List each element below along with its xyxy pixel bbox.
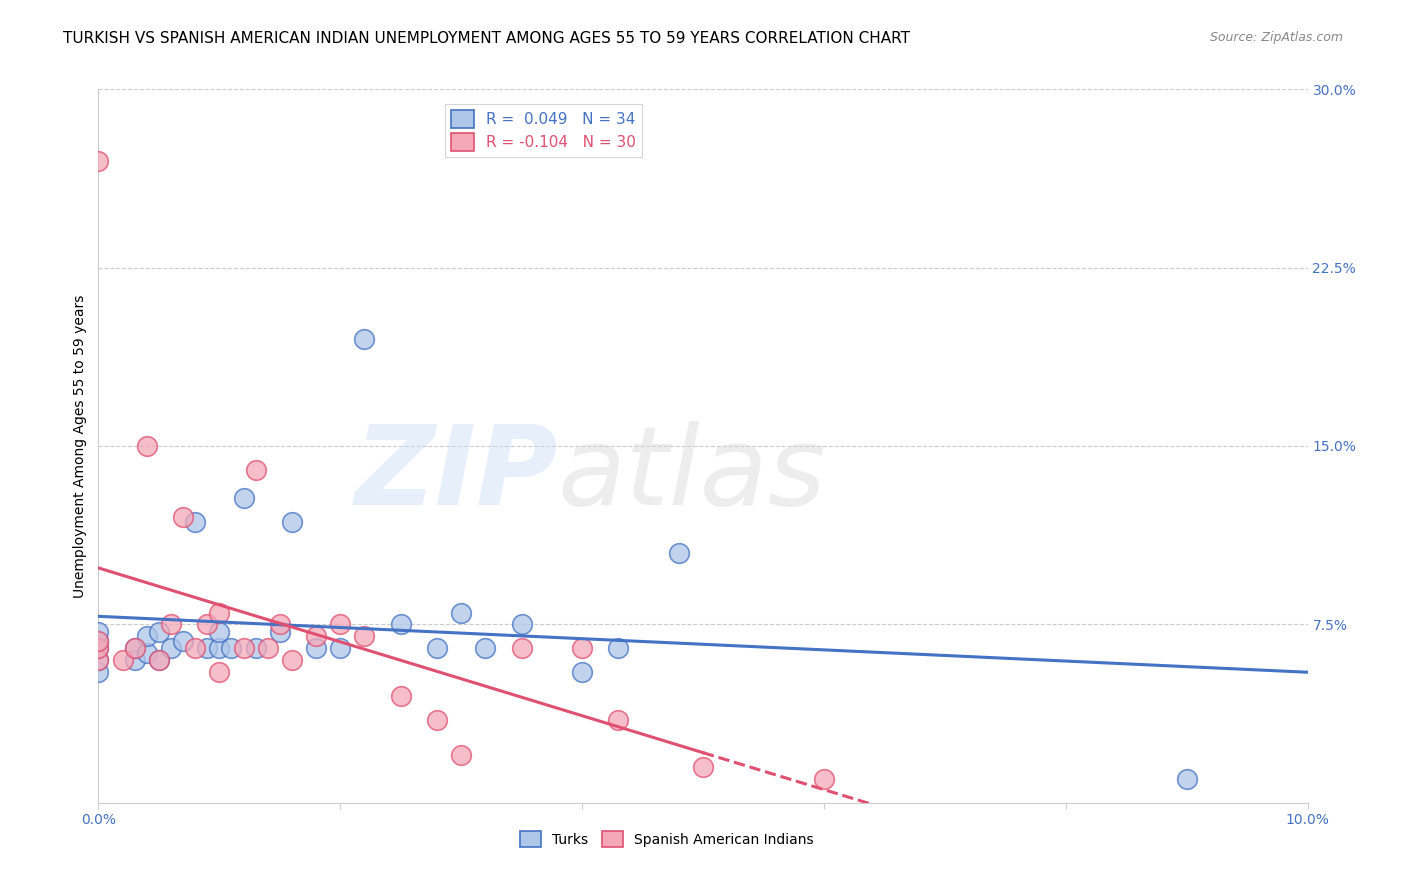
Point xyxy=(353,332,375,346)
Point xyxy=(124,641,146,656)
Point xyxy=(389,617,412,632)
Point xyxy=(1175,772,1198,786)
Point xyxy=(87,653,110,667)
Point xyxy=(329,617,352,632)
Point xyxy=(87,665,110,679)
Point xyxy=(148,624,170,639)
Point xyxy=(510,617,533,632)
Point xyxy=(87,634,110,648)
Point xyxy=(87,634,110,648)
Point xyxy=(148,653,170,667)
Point xyxy=(426,641,449,656)
Point xyxy=(87,153,110,168)
Point xyxy=(389,689,412,703)
Legend: Turks, Spanish American Indians: Turks, Spanish American Indians xyxy=(515,826,820,853)
Y-axis label: Unemployment Among Ages 55 to 59 years: Unemployment Among Ages 55 to 59 years xyxy=(73,294,87,598)
Point xyxy=(607,641,630,656)
Point xyxy=(87,653,110,667)
Point xyxy=(450,606,472,620)
Point xyxy=(232,491,254,506)
Point xyxy=(571,665,593,679)
Point xyxy=(281,653,304,667)
Point xyxy=(256,641,278,656)
Point xyxy=(87,641,110,656)
Point xyxy=(208,641,231,656)
Point xyxy=(571,641,593,656)
Point xyxy=(813,772,835,786)
Point xyxy=(172,634,194,648)
Text: ZIP: ZIP xyxy=(354,421,558,528)
Point xyxy=(160,641,183,656)
Point xyxy=(281,515,304,529)
Point xyxy=(510,641,533,656)
Point xyxy=(172,510,194,524)
Point xyxy=(111,653,134,667)
Point xyxy=(135,629,157,643)
Point xyxy=(195,617,218,632)
Point xyxy=(160,617,183,632)
Point xyxy=(135,646,157,660)
Point xyxy=(184,641,207,656)
Point xyxy=(87,641,110,656)
Point xyxy=(124,653,146,667)
Point xyxy=(208,606,231,620)
Point xyxy=(450,748,472,763)
Point xyxy=(474,641,496,656)
Point xyxy=(269,617,291,632)
Point xyxy=(305,641,328,656)
Point xyxy=(245,641,267,656)
Text: Source: ZipAtlas.com: Source: ZipAtlas.com xyxy=(1209,31,1343,45)
Point xyxy=(221,641,243,656)
Point xyxy=(269,624,291,639)
Point xyxy=(426,713,449,727)
Point xyxy=(607,713,630,727)
Point xyxy=(208,665,231,679)
Point xyxy=(184,515,207,529)
Point xyxy=(353,629,375,643)
Point xyxy=(232,641,254,656)
Point xyxy=(148,653,170,667)
Text: atlas: atlas xyxy=(558,421,827,528)
Point xyxy=(329,641,352,656)
Point xyxy=(195,641,218,656)
Point xyxy=(305,629,328,643)
Point xyxy=(208,624,231,639)
Point xyxy=(245,463,267,477)
Text: TURKISH VS SPANISH AMERICAN INDIAN UNEMPLOYMENT AMONG AGES 55 TO 59 YEARS CORREL: TURKISH VS SPANISH AMERICAN INDIAN UNEMP… xyxy=(63,31,910,46)
Point xyxy=(135,439,157,453)
Point xyxy=(692,760,714,774)
Point xyxy=(87,624,110,639)
Point xyxy=(124,641,146,656)
Point xyxy=(668,546,690,560)
